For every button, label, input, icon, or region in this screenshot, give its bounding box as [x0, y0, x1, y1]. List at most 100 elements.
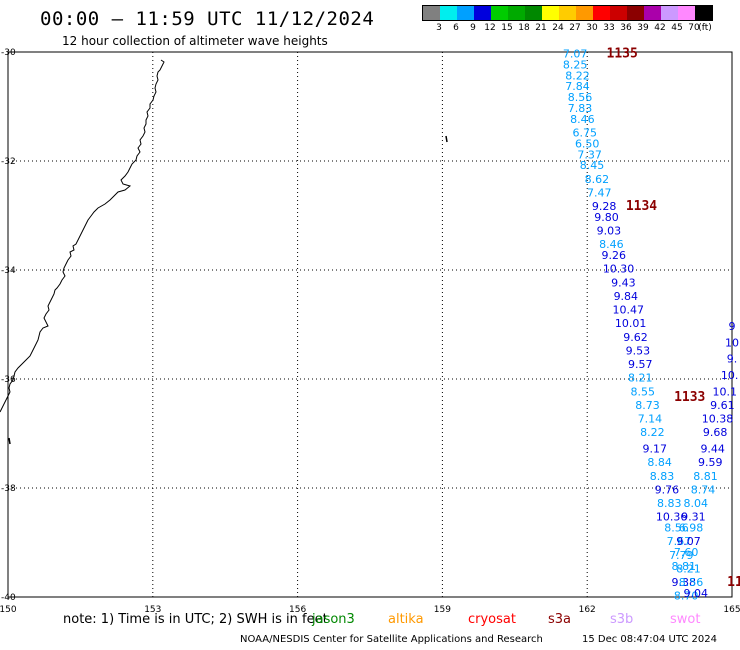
time-labels: 1135 1134 1133 11	[607, 46, 740, 590]
wave-height-label: 8.73	[635, 399, 660, 412]
y-tick-label: -38	[1, 484, 16, 494]
x-tick-label: 153	[144, 605, 161, 615]
wave-height-label: 9.59	[698, 456, 723, 469]
pass-time-label: 1134	[626, 199, 657, 214]
wave-height-label: 9.62	[623, 331, 648, 344]
legend-swatch	[610, 6, 627, 20]
legend-label: 12	[484, 23, 496, 33]
legend-swatch	[508, 6, 525, 20]
legend-swatches	[422, 5, 713, 21]
wave-height-label: 7.79	[669, 549, 694, 562]
legend-label: 6	[453, 23, 459, 33]
wave-height-label: 8.56	[664, 522, 689, 535]
wave-height-label: 10.1	[713, 385, 738, 398]
island-mark	[8, 437, 11, 445]
legend-label: 21	[535, 23, 547, 33]
wave-height-label: 9.44	[700, 443, 725, 456]
wave-height-label: 9.03	[597, 225, 622, 238]
legend-label: 27	[569, 23, 581, 33]
legend-swatch	[525, 6, 542, 20]
wave-height-label: 7.37	[577, 148, 602, 161]
wave-height-label: 8.55	[630, 385, 655, 398]
legend-label: (ft)	[698, 23, 712, 33]
legend-label: 24	[552, 23, 564, 33]
legend-swatch	[678, 6, 695, 20]
y-tick-label: -30	[1, 48, 16, 58]
legend-label: 33	[603, 23, 615, 33]
legend-label: 42	[654, 23, 666, 33]
wave-height-label: 10.	[721, 369, 739, 382]
legend-swatch	[474, 6, 491, 20]
wave-height-label: 7.60	[674, 546, 699, 559]
wave-height-label: 10.30	[603, 263, 635, 276]
legend-label: 30	[586, 23, 598, 33]
wave-height-label: 9.61	[710, 399, 735, 412]
legend-swatch	[593, 6, 610, 20]
wave-height-label: 9.80	[594, 211, 619, 224]
grid-lines	[7, 51, 733, 598]
credit-text: NOAA/NESDIS Center for Satellite Applica…	[240, 634, 543, 645]
wave-height-label: 8.46	[570, 113, 595, 126]
y-tick-label: -34	[1, 266, 16, 276]
wave-height-label: 9.07	[676, 535, 701, 548]
wave-height-label: 9.31	[681, 511, 706, 524]
wave-height-label: 8.62	[585, 173, 610, 186]
wave-height-label: 8.74	[691, 483, 716, 496]
legend-label: 36	[620, 23, 632, 33]
satellite-name: altika	[388, 612, 424, 627]
pass-time-label: 11	[727, 575, 740, 590]
wave-height-label: 8.21	[676, 562, 701, 575]
satellite-name: s3a	[548, 612, 572, 627]
wave-height-label: 8.81	[671, 560, 696, 573]
wave-height-label: 7.07	[563, 47, 588, 60]
wave-height-label: 8.81	[693, 470, 718, 483]
legend-label: 18	[518, 23, 530, 33]
wave-height-label: 6.75	[573, 126, 598, 139]
y-tick-label: -40	[1, 593, 16, 603]
wave-height-label: 8.04	[684, 497, 709, 510]
satellite-name: swot	[670, 612, 701, 627]
legend-swatch	[457, 6, 474, 20]
wave-height-label: 9.43	[611, 276, 636, 289]
x-tick-label: 159	[434, 605, 451, 615]
x-tick-label: 156	[289, 605, 306, 615]
legend-label: 70	[688, 23, 700, 33]
wave-height-label: 6.98	[679, 522, 704, 535]
color-legend: 3 6 9 12 15 18 21 24 27 30 33 36 39 42 45 70 (ft)	[422, 5, 713, 35]
wave-height-label: 8.84	[647, 456, 672, 469]
pass-time-label: 1135	[607, 46, 638, 61]
legend-swatch	[644, 6, 661, 20]
wave-height-label: 10.01	[615, 317, 647, 330]
wave-height-label: 9.04	[684, 587, 709, 600]
island-mark	[445, 135, 448, 143]
coastline	[0, 59, 165, 413]
wave-height-label: 9.84	[614, 290, 639, 303]
wave-height-label: 8.83	[657, 497, 682, 510]
legend-swatch	[542, 6, 559, 20]
legend-swatch	[661, 6, 678, 20]
wave-height-label: 8.21	[628, 372, 653, 385]
satellite-name: jason3	[312, 612, 355, 627]
wave-height-label: 9.28	[592, 200, 617, 213]
legend-swatch	[559, 6, 576, 20]
chart-subtitle: 12 hour collection of altimeter wave hei…	[62, 34, 328, 48]
chart-title: 00:00 – 11:59 UTC 11/12/2024	[40, 8, 375, 30]
wave-height-label: 8.25	[563, 58, 588, 71]
axis-tick-labels: 150 153 156 159 162 165 -30 -32 -34 -36 -38 -40	[0, 48, 740, 615]
legend-swatch	[491, 6, 508, 20]
y-tick-label: -36	[1, 375, 16, 385]
x-tick-label: 162	[579, 605, 596, 615]
wave-height-label: 8.70	[674, 590, 699, 603]
legend-swatch	[440, 6, 457, 20]
wave-height-label: 9.	[727, 353, 738, 366]
y-tick-label: -32	[1, 157, 16, 167]
wave-height-label: 8.46	[599, 238, 624, 251]
wave-height-tracks: 7.078.258.227.848.567.838.466.756.507.37…	[563, 47, 739, 602]
legend-labels: 3 6 9 12 15 18 21 24 27 30 33 36 39 42 45 70 (ft)	[422, 21, 713, 35]
wave-height-label: 7.14	[638, 413, 663, 426]
satellite-name: s3b	[610, 612, 634, 627]
wave-height-label: 9.57	[628, 358, 653, 371]
wave-height-label: 7.83	[568, 102, 593, 115]
legend-swatch	[695, 6, 712, 20]
legend-label: 39	[637, 23, 649, 33]
